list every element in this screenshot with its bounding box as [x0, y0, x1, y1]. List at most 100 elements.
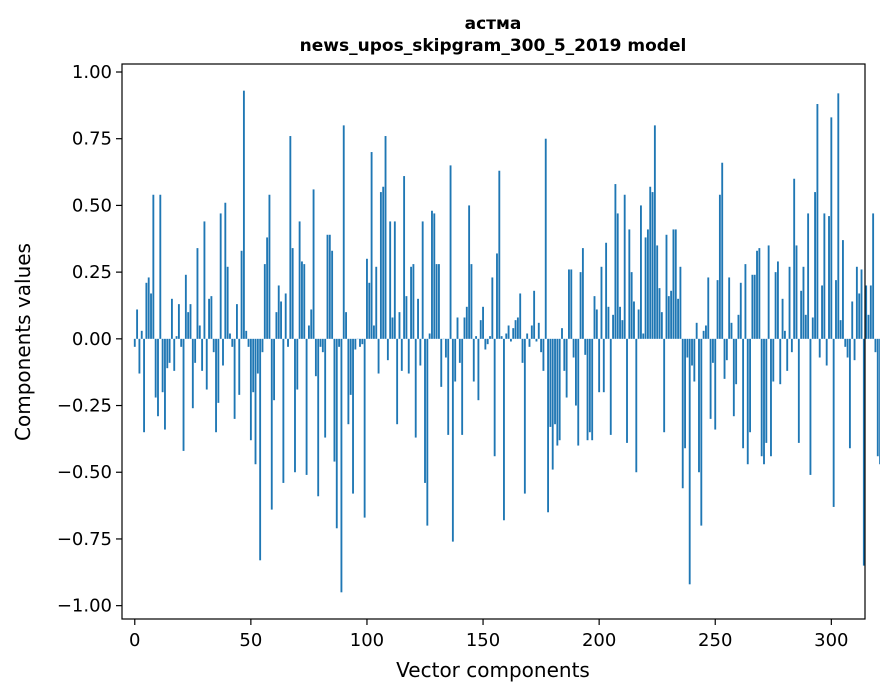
bar — [338, 338, 341, 347]
bar — [440, 338, 443, 387]
bar — [709, 338, 712, 419]
bar — [742, 338, 745, 449]
bar — [744, 264, 747, 339]
y-tick-label: 0.75 — [72, 129, 112, 150]
bar — [621, 320, 624, 339]
bar — [718, 194, 721, 339]
bar — [217, 338, 220, 403]
bar — [177, 304, 180, 339]
bar — [331, 250, 334, 339]
bar — [247, 338, 250, 347]
bar — [187, 312, 190, 339]
bar — [321, 338, 324, 353]
bar — [679, 266, 682, 339]
bar — [324, 338, 327, 438]
bar — [470, 264, 473, 339]
bar — [170, 298, 173, 339]
bar — [688, 338, 691, 585]
bar — [414, 338, 417, 438]
bar — [705, 325, 707, 339]
bar — [605, 242, 608, 339]
bar — [516, 317, 519, 339]
y-tick-label: −0.75 — [57, 529, 112, 550]
bar — [396, 338, 399, 425]
bar — [528, 338, 531, 347]
bar — [182, 338, 185, 451]
bar — [816, 104, 819, 339]
bar — [860, 269, 863, 339]
bar — [535, 338, 538, 342]
bar — [205, 338, 208, 390]
bar — [161, 338, 164, 393]
bar — [454, 338, 457, 382]
bar — [266, 237, 269, 339]
bar — [303, 264, 306, 339]
x-tick-label: 300 — [814, 630, 848, 651]
bar — [147, 277, 150, 339]
bar — [431, 210, 433, 339]
bar — [140, 330, 143, 339]
bar — [628, 229, 631, 339]
bar — [400, 338, 403, 371]
bar — [830, 117, 833, 339]
bar — [716, 280, 719, 339]
bar — [275, 312, 278, 339]
bar — [756, 250, 758, 339]
y-tick-label: −1.00 — [57, 596, 112, 617]
bar — [456, 317, 459, 339]
bar — [855, 266, 858, 339]
bar — [463, 317, 466, 339]
bar — [361, 338, 364, 345]
bar — [749, 338, 751, 433]
bar — [307, 325, 310, 339]
bar — [458, 338, 461, 363]
bar — [607, 306, 610, 339]
bar — [698, 338, 700, 473]
bar — [166, 338, 169, 369]
bar — [370, 152, 373, 339]
bar — [674, 229, 677, 339]
x-axis-label: Vector components — [396, 658, 590, 682]
bar — [637, 309, 640, 339]
bar — [767, 245, 770, 339]
bar — [236, 304, 238, 339]
bar — [340, 338, 343, 593]
bar — [842, 240, 844, 339]
bar — [312, 189, 315, 339]
bar — [651, 192, 654, 339]
bar — [867, 314, 870, 339]
bar — [298, 221, 301, 339]
bar — [814, 192, 817, 339]
bar — [514, 320, 517, 339]
bar — [707, 277, 710, 339]
bar — [496, 253, 498, 339]
bar — [143, 338, 145, 433]
bar — [770, 338, 772, 457]
bar — [623, 194, 626, 339]
bar — [530, 325, 533, 339]
bar — [296, 338, 299, 390]
bar — [198, 325, 201, 339]
bar — [231, 338, 234, 347]
bar — [540, 338, 543, 353]
bar — [670, 290, 673, 339]
bar — [263, 264, 266, 339]
bar — [491, 277, 494, 339]
bar — [788, 266, 791, 339]
bar — [797, 338, 800, 443]
bar — [398, 312, 401, 339]
bar — [180, 338, 183, 347]
bar — [818, 338, 821, 358]
y-tick-label: 0.00 — [72, 329, 112, 350]
bar — [203, 221, 206, 339]
bar — [461, 338, 464, 435]
bar — [305, 338, 308, 475]
bar — [368, 282, 371, 339]
x-tick-label: 100 — [350, 630, 384, 651]
bar — [289, 136, 292, 339]
bar — [245, 330, 248, 339]
bar — [753, 274, 756, 339]
bar — [222, 338, 224, 366]
bar — [444, 338, 447, 358]
